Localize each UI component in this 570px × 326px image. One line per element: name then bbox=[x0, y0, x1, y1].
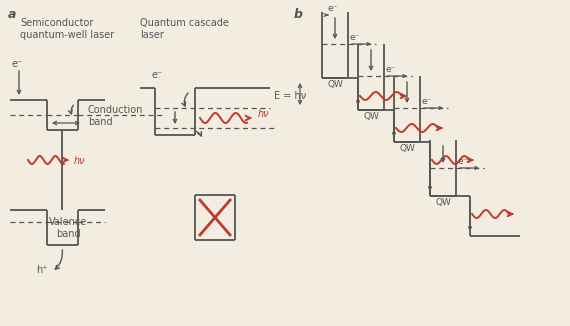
Text: e⁻: e⁻ bbox=[386, 65, 396, 74]
Text: QW: QW bbox=[363, 112, 379, 121]
Text: Semiconductor
quantum-well laser: Semiconductor quantum-well laser bbox=[20, 18, 114, 39]
Text: QW: QW bbox=[399, 144, 415, 153]
Text: QW: QW bbox=[327, 80, 343, 89]
Text: e⁻: e⁻ bbox=[11, 59, 22, 69]
Text: e⁻: e⁻ bbox=[152, 70, 163, 80]
Text: E = hν: E = hν bbox=[274, 91, 306, 101]
Text: Quantum cascade
laser: Quantum cascade laser bbox=[140, 18, 229, 39]
Text: e⁻: e⁻ bbox=[327, 4, 337, 13]
Text: e⁻: e⁻ bbox=[422, 97, 433, 106]
Text: e⁻: e⁻ bbox=[458, 157, 469, 166]
Text: h⁺: h⁺ bbox=[36, 265, 48, 275]
Text: a: a bbox=[8, 8, 17, 21]
Text: Valence
band: Valence band bbox=[49, 217, 87, 239]
Text: b: b bbox=[294, 8, 303, 21]
Text: QW: QW bbox=[435, 198, 451, 207]
Text: e⁻: e⁻ bbox=[350, 33, 360, 42]
Text: hν: hν bbox=[258, 109, 270, 119]
Text: Conduction
band: Conduction band bbox=[88, 105, 144, 126]
Text: hν: hν bbox=[74, 156, 86, 166]
